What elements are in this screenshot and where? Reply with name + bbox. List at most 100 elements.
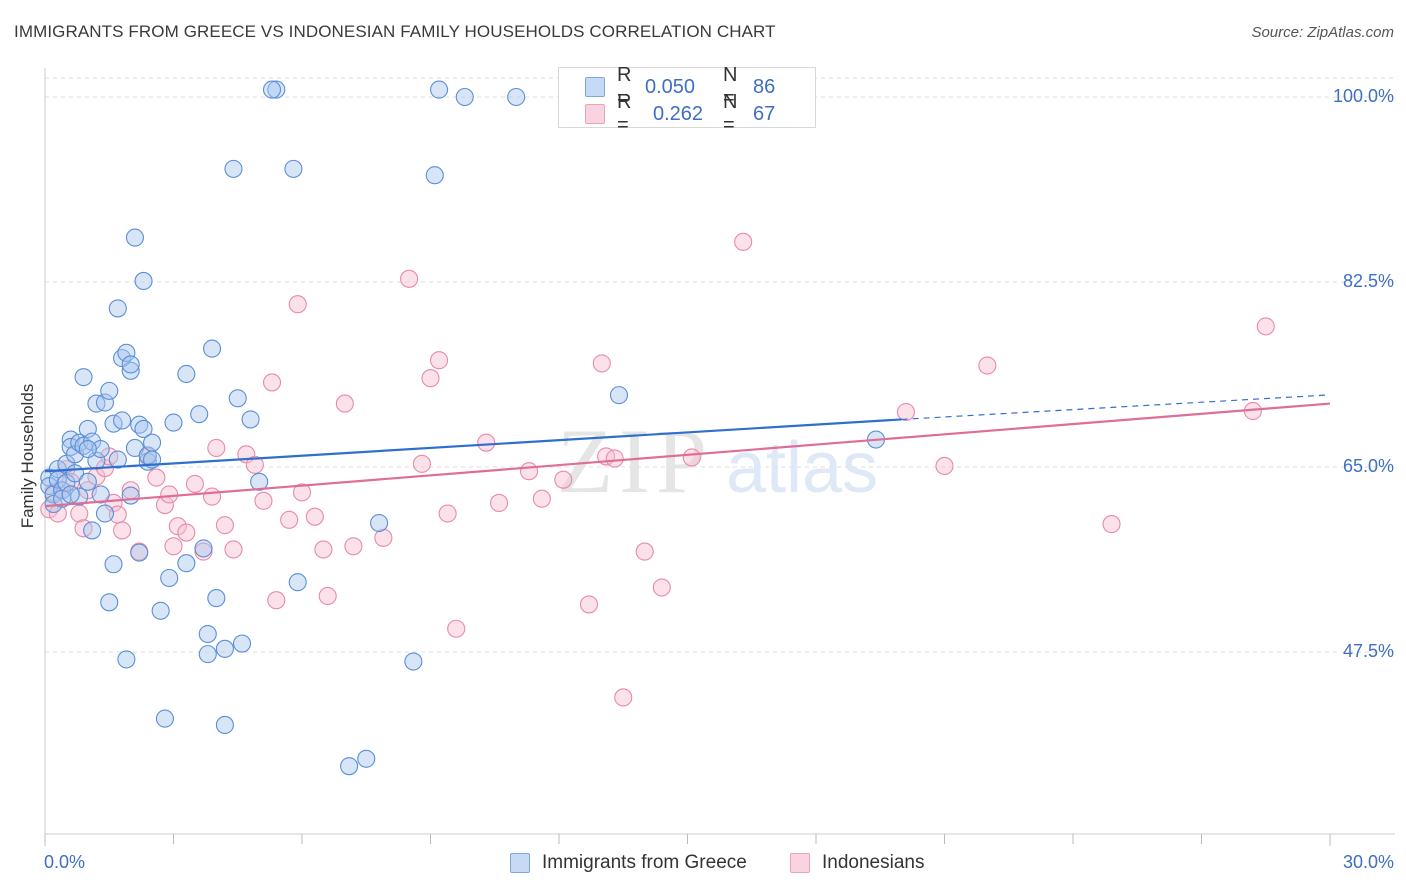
y-tick-label: 100.0% [1332, 86, 1394, 106]
greece-point [151, 601, 170, 620]
indonesians-point [978, 356, 997, 375]
indonesians-point [421, 369, 440, 388]
greece-point [177, 364, 196, 384]
greece-point [100, 593, 119, 612]
greece-point [228, 389, 247, 408]
indonesians-point [896, 402, 916, 422]
indonesians-point [305, 507, 324, 526]
greece-point [91, 485, 110, 504]
legend-swatch-pink [790, 853, 810, 873]
legend-swatch-blue [510, 853, 530, 873]
indonesians-point [288, 295, 307, 314]
greece-trend-line [44, 418, 902, 473]
axes [44, 68, 1395, 846]
greece-point [164, 413, 183, 432]
source-label: Source: ZipAtlas.com [1251, 24, 1394, 41]
correlation-legend: R = 0.050 N = 86 R = 0.262 N = 67 [558, 64, 816, 136]
greece-point [262, 80, 282, 99]
indonesians-point [314, 540, 333, 559]
greece-point [404, 652, 423, 671]
greece-point [288, 573, 307, 592]
indonesians-point [344, 537, 363, 556]
greece-point [78, 439, 97, 459]
y-tick-label: 65.0% [1342, 456, 1394, 476]
indonesians-point [430, 351, 449, 370]
greece-point [108, 299, 127, 318]
greece-point [95, 393, 115, 412]
watermark-atlas: atlas [726, 428, 878, 508]
greece-point [130, 543, 149, 562]
x-tick-max: 30.0% [1342, 852, 1394, 872]
indonesians-point [207, 438, 226, 458]
greece-point [507, 87, 526, 107]
indonesians-point [245, 455, 264, 474]
indonesians-point [262, 373, 282, 392]
grid-lines [45, 77, 1395, 653]
indonesians-point [164, 537, 183, 556]
greece-point [455, 87, 474, 107]
greece-point [117, 650, 136, 669]
greece-point [113, 411, 132, 430]
indonesians-point [438, 504, 457, 523]
greece-point [207, 589, 226, 608]
indonesians-point [400, 269, 419, 288]
greece-point [430, 80, 449, 99]
legend-row-indonesians: R = 0.262 N = 67 [585, 91, 793, 136]
indonesians-point [477, 433, 496, 452]
indonesians-points [40, 232, 1275, 707]
greece-point [117, 343, 136, 362]
greece-point [108, 450, 127, 469]
indonesians-point [113, 521, 132, 540]
legend-r-value: 0.050 [645, 75, 696, 98]
greece-point [134, 271, 153, 290]
indonesians-point [224, 540, 243, 559]
greece-point [198, 624, 217, 644]
legend-r-label: R = [617, 64, 632, 109]
greece-point [250, 472, 269, 491]
greece-point [267, 80, 286, 99]
greece-point [215, 639, 234, 658]
legend-item-greece: Immigrants from Greece [510, 852, 747, 874]
greece-point [370, 513, 389, 533]
indonesians-point [652, 578, 671, 597]
indonesians-point [318, 586, 337, 606]
greece-point [95, 504, 115, 523]
indonesians-point [614, 688, 633, 707]
greece-point [134, 419, 153, 438]
greece-point [224, 159, 243, 178]
greece-point [215, 715, 234, 734]
indonesians-point [447, 619, 466, 638]
greece-point [232, 634, 252, 653]
greece-point [241, 410, 260, 429]
greece-point [121, 361, 140, 380]
indonesians-trend-line [44, 402, 1331, 508]
greece-point [74, 368, 93, 387]
indonesians-point [519, 462, 539, 481]
indonesians-point [935, 456, 954, 475]
indonesians-point [203, 487, 222, 506]
greece-point [78, 472, 97, 491]
legend-n-value: 67 [753, 102, 776, 125]
legend-r-label: R = [617, 91, 632, 136]
greece-point [425, 166, 444, 185]
series-legend: Immigrants from Greece Indonesians [0, 852, 1406, 876]
indonesians-point [1102, 515, 1121, 534]
indonesians-point [185, 474, 204, 493]
indonesians-point [579, 595, 599, 614]
indonesians-point [734, 232, 753, 251]
greece-point [284, 159, 303, 178]
y-axis-label: Family Households [18, 383, 37, 529]
greece-point [198, 645, 217, 664]
greece-trend-extension [901, 394, 1326, 421]
indonesians-point [215, 516, 234, 535]
greece-point [609, 386, 629, 405]
greece-point [203, 339, 222, 358]
indonesians-point [160, 485, 179, 504]
indonesians-point [254, 491, 273, 510]
indonesians-point [605, 449, 624, 468]
indonesians-point [177, 523, 196, 542]
legend-label-greece: Immigrants from Greece [542, 852, 747, 873]
legend-n-value: 86 [753, 75, 776, 98]
indonesians-point [412, 454, 431, 473]
greece-point [143, 433, 162, 452]
